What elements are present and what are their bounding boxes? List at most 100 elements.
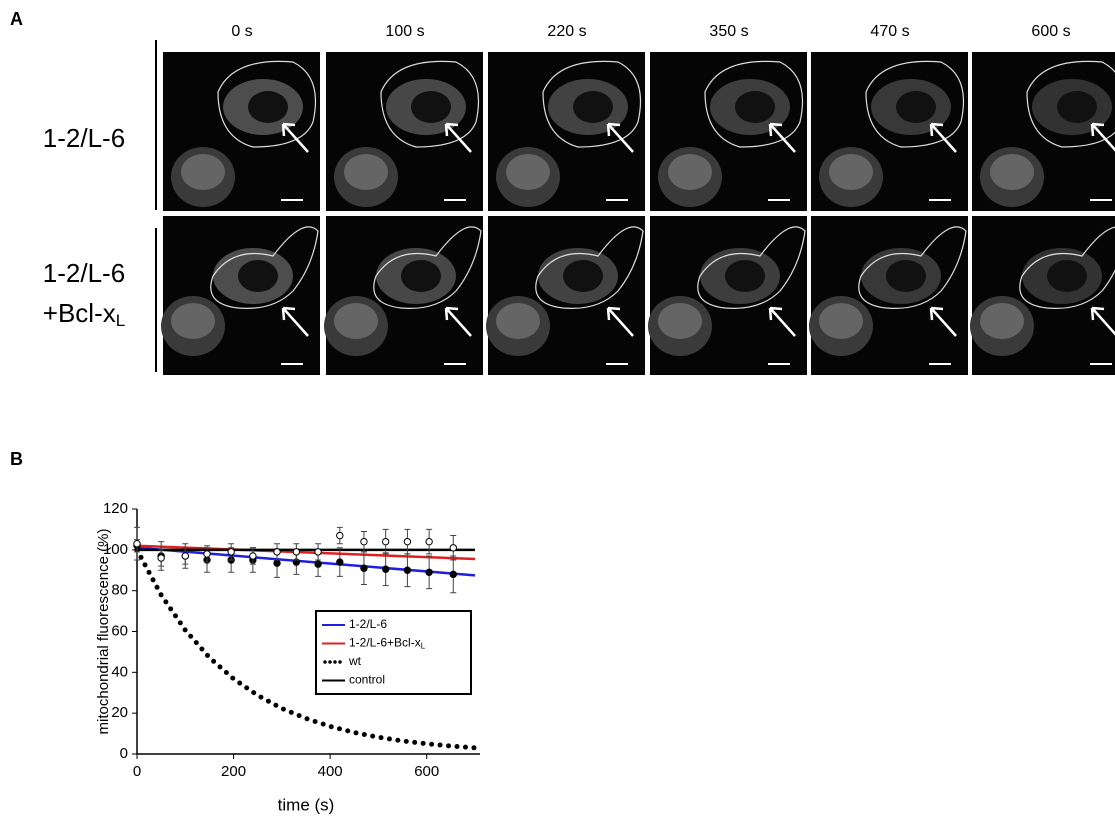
- x-axis-title: time (s): [278, 795, 335, 814]
- legend-name: 1-2/L-6: [349, 617, 387, 631]
- cell-outline: [858, 226, 967, 309]
- nucleus: [1047, 260, 1087, 292]
- nucleus: [886, 260, 926, 292]
- cell-outline: [373, 226, 482, 309]
- nucleus: [735, 91, 775, 123]
- arrow: [768, 306, 796, 337]
- data-point: [273, 559, 281, 567]
- data-point: [360, 537, 368, 546]
- micrograph: [486, 216, 645, 375]
- data-point: [425, 568, 433, 576]
- time-label: 600 s: [1031, 23, 1070, 40]
- mito-cluster: [980, 303, 1024, 339]
- legend-name: wt: [348, 654, 362, 668]
- time-label: 350 s: [709, 23, 748, 40]
- data-point: [314, 548, 322, 556]
- data-point: [403, 566, 412, 574]
- nucleus: [573, 91, 613, 123]
- cell-outline: [1019, 226, 1115, 309]
- micrograph: [970, 216, 1115, 375]
- arrow: [768, 122, 796, 153]
- data-point: [273, 548, 281, 556]
- cell-outline: [535, 226, 644, 309]
- x-tick-label: 600: [414, 763, 439, 780]
- series-line: [136, 546, 476, 577]
- micrograph: [324, 216, 483, 375]
- arrow: [281, 306, 309, 337]
- cell-outline: [697, 226, 806, 309]
- mito-cluster: [829, 154, 873, 190]
- mito-cluster: [819, 303, 863, 339]
- data-point: [292, 548, 301, 556]
- mito-cluster: [334, 303, 378, 339]
- mito-cluster: [181, 154, 225, 190]
- x-tick-label: 0: [133, 763, 141, 780]
- x-tick-label: 400: [318, 763, 343, 780]
- mito-cluster: [668, 154, 712, 190]
- nucleus: [238, 260, 278, 292]
- cell-outline: [380, 60, 480, 148]
- x-tick-label: 200: [221, 763, 246, 780]
- row-label: 1-2/L-6: [43, 123, 125, 153]
- legend-name: 1-2/L-6+Bcl-x: [349, 636, 421, 650]
- legend-label: 1-2/L-6: [349, 617, 387, 631]
- nucleus: [1057, 91, 1097, 123]
- series-line: [136, 544, 476, 561]
- data-point: [381, 565, 390, 573]
- micrograph: [811, 52, 968, 211]
- arrow: [444, 306, 472, 337]
- arrow: [1090, 122, 1115, 152]
- cell-outline: [865, 60, 965, 148]
- legend-label: control: [349, 673, 385, 687]
- micrograph: [648, 216, 807, 375]
- y-tick-label: 40: [111, 663, 128, 680]
- row-label: +Bcl-xL: [43, 298, 125, 331]
- arrow: [929, 122, 957, 153]
- micrograph: [161, 216, 320, 375]
- y-tick-label: 60: [111, 622, 128, 639]
- micrograph: [650, 52, 807, 211]
- time-label: 220 s: [547, 23, 586, 40]
- row-label-sub: L: [116, 311, 125, 330]
- micrograph: [326, 52, 483, 211]
- arrow: [606, 306, 634, 337]
- legend-name-sub: L: [421, 642, 426, 651]
- y-axis-title: mitochondrial fluorescence (%): [95, 529, 112, 735]
- y-tick-label: 120: [103, 500, 128, 517]
- mito-cluster: [344, 154, 388, 190]
- row-label-main: +Bcl-x: [43, 298, 116, 328]
- mito-cluster: [506, 154, 550, 190]
- arrow: [929, 306, 957, 337]
- arrow: [1090, 306, 1115, 336]
- arrow: [281, 122, 309, 153]
- data-point: [449, 570, 457, 579]
- data-point: [227, 548, 235, 556]
- data-point: [360, 564, 368, 572]
- data-point: [133, 540, 141, 548]
- series-line: [134, 547, 478, 751]
- panel-letter: B: [10, 449, 23, 469]
- data-point: [381, 537, 390, 546]
- data-point: [181, 552, 189, 560]
- nucleus: [248, 91, 288, 123]
- data-point: [425, 537, 433, 546]
- cell-outline: [210, 226, 319, 309]
- legend-box: [315, 610, 472, 695]
- y-tick-label: 100: [103, 541, 128, 558]
- micrograph: [972, 52, 1115, 211]
- legend-label: wt: [348, 654, 362, 668]
- mito-cluster: [990, 154, 1034, 190]
- panel-letter: A: [10, 9, 23, 29]
- nucleus: [401, 260, 441, 292]
- arrow: [606, 122, 634, 153]
- legend-label: 1-2/L-6+Bcl-xL: [349, 636, 426, 651]
- micrograph: [163, 52, 320, 211]
- micrograph: [488, 52, 645, 211]
- data-point: [403, 537, 412, 546]
- y-tick-label: 20: [111, 704, 128, 721]
- data-point: [336, 558, 344, 566]
- cell-outline: [542, 60, 642, 148]
- nucleus: [411, 91, 451, 123]
- y-tick-label: 0: [120, 745, 128, 762]
- row-label: 1-2/L-6: [43, 258, 125, 288]
